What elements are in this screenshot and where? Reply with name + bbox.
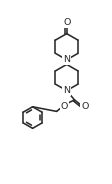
- Text: O: O: [82, 102, 89, 111]
- Text: O: O: [63, 18, 70, 26]
- Text: O: O: [61, 102, 68, 111]
- Text: N: N: [63, 86, 70, 95]
- Text: N: N: [63, 55, 70, 64]
